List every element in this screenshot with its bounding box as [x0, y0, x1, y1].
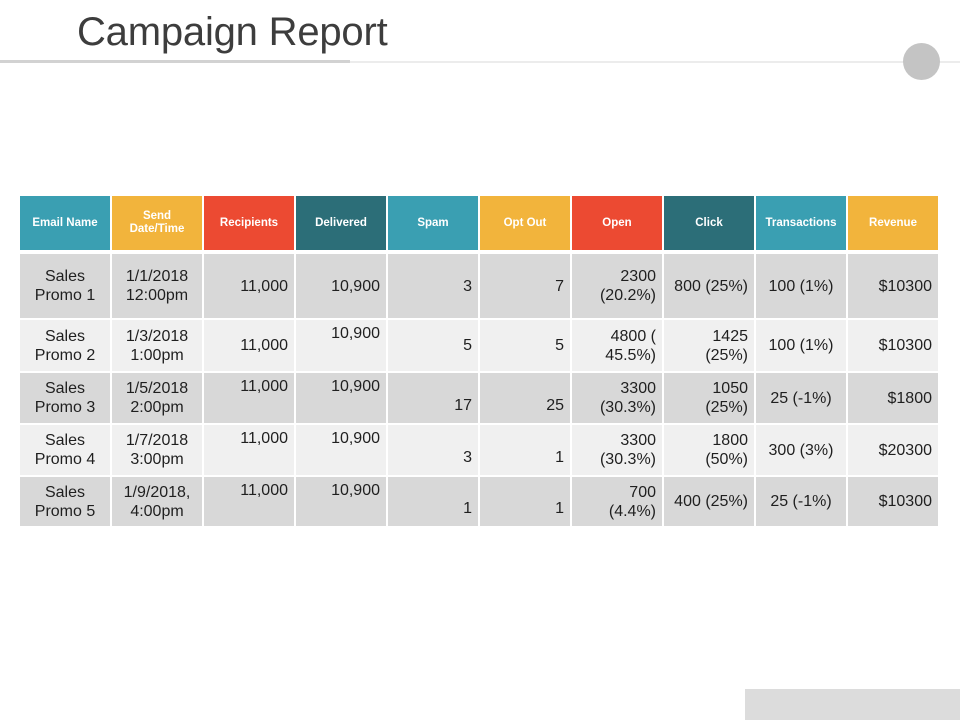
cell-open: 3300 (30.3%) [572, 425, 662, 477]
cell-opt-out: 1 [480, 425, 570, 477]
cell-revenue: $10300 [848, 477, 938, 528]
cell-send-datetime: 1/1/2018 12:00pm [112, 254, 202, 320]
cell-click: 1050 (25%) [664, 373, 754, 425]
header-revenue: Revenue [848, 196, 938, 250]
cell-email-name: Sales Promo 2 [20, 320, 110, 373]
cell-delivered: 10,900 [296, 373, 386, 425]
cell-delivered: 10,900 [296, 477, 386, 528]
table-row: Sales Promo 2 1/3/2018 1:00pm 11,000 10,… [20, 320, 938, 373]
table-row: Sales Promo 3 1/5/2018 2:00pm 11,000 10,… [20, 373, 938, 425]
header-recipients: Recipients [204, 196, 294, 250]
cell-send-datetime: 1/7/2018 3:00pm [112, 425, 202, 477]
cell-revenue: $20300 [848, 425, 938, 477]
cell-click: 400 (25%) [664, 477, 754, 528]
cell-transactions: 100 (1%) [756, 320, 846, 373]
cell-send-datetime: 1/3/2018 1:00pm [112, 320, 202, 373]
cell-transactions: 25 (-1%) [756, 477, 846, 528]
table-header-row: Email Name Send Date/Time Recipients Del… [20, 196, 938, 250]
cell-opt-out: 7 [480, 254, 570, 320]
cell-click: 1800 (50%) [664, 425, 754, 477]
header-transactions: Transactions [756, 196, 846, 250]
cell-email-name: Sales Promo 5 [20, 477, 110, 528]
page-title: Campaign Report [77, 10, 388, 54]
cell-send-datetime: 1/5/2018 2:00pm [112, 373, 202, 425]
cell-spam: 3 [388, 254, 478, 320]
decorative-circle [903, 43, 940, 80]
table-row: Sales Promo 4 1/7/2018 3:00pm 11,000 10,… [20, 425, 938, 477]
cell-open: 2300 (20.2%) [572, 254, 662, 320]
cell-revenue: $10300 [848, 320, 938, 373]
footer-block [745, 689, 960, 720]
table-row: Sales Promo 5 1/9/2018, 4:00pm 11,000 10… [20, 477, 938, 528]
cell-open: 700 (4.4%) [572, 477, 662, 528]
campaign-report-table: Email Name Send Date/Time Recipients Del… [18, 196, 940, 528]
cell-delivered: 10,900 [296, 320, 386, 373]
cell-delivered: 10,900 [296, 254, 386, 320]
cell-click: 800 (25%) [664, 254, 754, 320]
header-opt-out: Opt Out [480, 196, 570, 250]
header-email-name: Email Name [20, 196, 110, 250]
cell-spam: 5 [388, 320, 478, 373]
title-rule [350, 61, 960, 63]
cell-transactions: 25 (-1%) [756, 373, 846, 425]
cell-email-name: Sales Promo 4 [20, 425, 110, 477]
cell-spam: 1 [388, 477, 478, 528]
header-click: Click [664, 196, 754, 250]
cell-transactions: 100 (1%) [756, 254, 846, 320]
cell-spam: 3 [388, 425, 478, 477]
cell-send-datetime: 1/9/2018, 4:00pm [112, 477, 202, 528]
header-open: Open [572, 196, 662, 250]
cell-transactions: 300 (3%) [756, 425, 846, 477]
cell-opt-out: 5 [480, 320, 570, 373]
cell-revenue: $10300 [848, 254, 938, 320]
header-send-datetime: Send Date/Time [112, 196, 202, 250]
cell-email-name: Sales Promo 3 [20, 373, 110, 425]
cell-recipients: 11,000 [204, 320, 294, 373]
cell-email-name: Sales Promo 1 [20, 254, 110, 320]
cell-click: 1425 (25%) [664, 320, 754, 373]
header-spam: Spam [388, 196, 478, 250]
cell-revenue: $1800 [848, 373, 938, 425]
title-underline [0, 60, 350, 63]
cell-spam: 17 [388, 373, 478, 425]
cell-recipients: 11,000 [204, 373, 294, 425]
cell-recipients: 11,000 [204, 477, 294, 528]
cell-open: 3300 (30.3%) [572, 373, 662, 425]
cell-recipients: 11,000 [204, 254, 294, 320]
cell-open: 4800 ( 45.5%) [572, 320, 662, 373]
table-row: Sales Promo 1 1/1/2018 12:00pm 11,000 10… [20, 254, 938, 320]
header-delivered: Delivered [296, 196, 386, 250]
cell-opt-out: 25 [480, 373, 570, 425]
cell-opt-out: 1 [480, 477, 570, 528]
cell-recipients: 11,000 [204, 425, 294, 477]
cell-delivered: 10,900 [296, 425, 386, 477]
